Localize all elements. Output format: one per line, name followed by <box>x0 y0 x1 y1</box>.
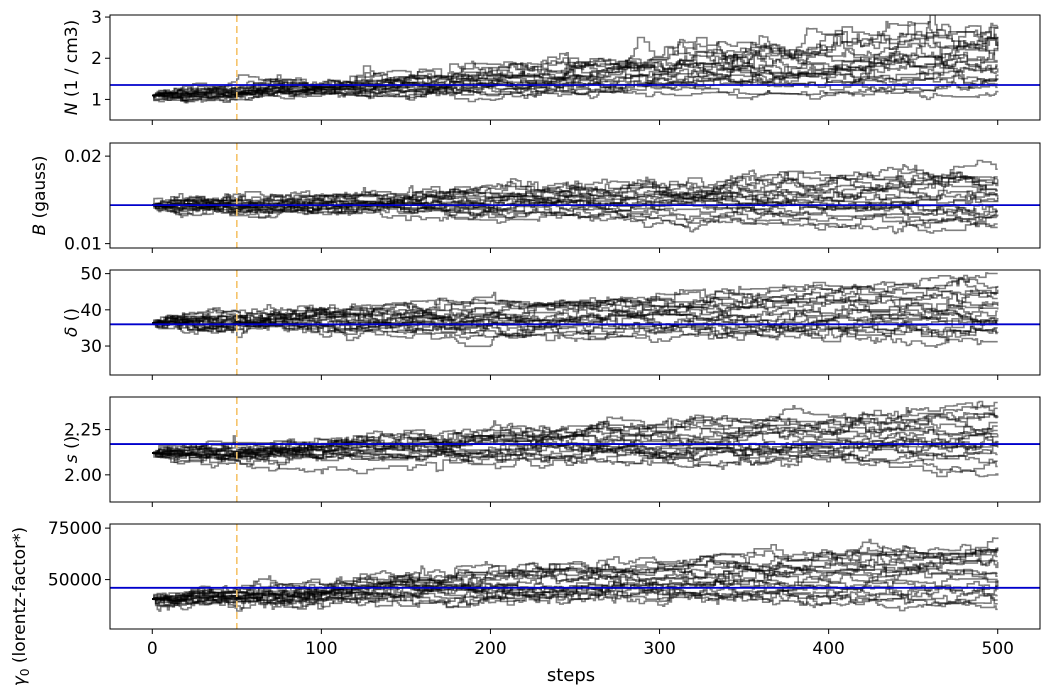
walker-trace <box>152 20 999 100</box>
axes-frame <box>109 142 1041 249</box>
walker-trace <box>152 65 999 98</box>
walker-trace <box>152 300 998 337</box>
walker-trace <box>152 187 999 210</box>
y-tick-label: 0.01 <box>64 235 102 255</box>
axes-frame <box>109 269 1041 376</box>
y-axis-label: N (1 / cm3) <box>62 20 82 115</box>
panel-4: 50000 75000 0 100 200 300 400 500 γ0 (lorentz-fa… <box>10 519 1041 686</box>
walker-trace <box>152 411 998 465</box>
y-axis-label: δ () <box>62 308 82 337</box>
y-axis-label: γ0 (lorentz-factor*) <box>10 527 32 686</box>
walker-trace <box>152 426 999 458</box>
panel-2: 30 40 50 δ () <box>62 265 1041 380</box>
x-tick-label: 200 <box>474 639 506 659</box>
walkers-group <box>152 400 999 478</box>
y-tick-label: 0.02 <box>64 147 102 167</box>
x-tick-label: 500 <box>982 639 1014 659</box>
y-tick-label: 30 <box>80 337 102 357</box>
walkers-group <box>152 272 999 348</box>
y-axis-label: s () <box>62 436 82 464</box>
walker-trace <box>152 68 998 98</box>
walker-trace <box>152 171 998 207</box>
walker-trace <box>152 159 998 213</box>
walker-trace <box>152 193 998 217</box>
panel-0: 1 2 3 N (1 / cm3) <box>62 8 1041 125</box>
x-tick-label: 300 <box>643 639 675 659</box>
walker-trace <box>152 581 998 609</box>
x-tick-label: 100 <box>305 639 337 659</box>
walker-trace <box>152 434 999 459</box>
y-axis-label: B (gauss) <box>30 155 50 235</box>
axes-frame <box>109 14 1041 121</box>
axes-frame <box>109 523 1041 630</box>
walker-trace <box>152 308 998 337</box>
walker-trace <box>152 171 998 208</box>
x-tick-label: 0 <box>147 639 158 659</box>
walker-trace <box>152 23 998 97</box>
y-tick-label: 50000 <box>48 571 102 591</box>
panel-3: 2.00 2.25s () <box>62 396 1041 507</box>
walker-trace <box>152 448 998 472</box>
y-tick-label: 2.25 <box>64 421 102 441</box>
walker-trace <box>152 199 998 221</box>
walker-trace <box>152 537 999 602</box>
y-tick-label: 2.00 <box>64 466 102 486</box>
y-tick-label: 1 <box>91 90 102 110</box>
walkers-group <box>152 159 999 235</box>
walker-trace <box>152 59 998 99</box>
y-tick-label: 3 <box>91 8 102 28</box>
y-tick-label: 40 <box>80 301 102 321</box>
walker-trace <box>152 438 998 463</box>
y-tick-label: 2 <box>91 49 102 69</box>
panel-1: 0.01 0.02 B (gauss) <box>30 142 1041 255</box>
walkers-group <box>152 537 999 612</box>
walkers-group <box>152 15 999 104</box>
y-tick-label: 75000 <box>48 519 102 539</box>
axes-frame <box>109 396 1041 503</box>
x-tick-label: 400 <box>812 639 844 659</box>
walker-trace <box>152 44 999 100</box>
y-tick-label: 50 <box>80 265 102 285</box>
walker-trace <box>152 72 998 103</box>
x-axis-label: steps <box>547 665 595 686</box>
